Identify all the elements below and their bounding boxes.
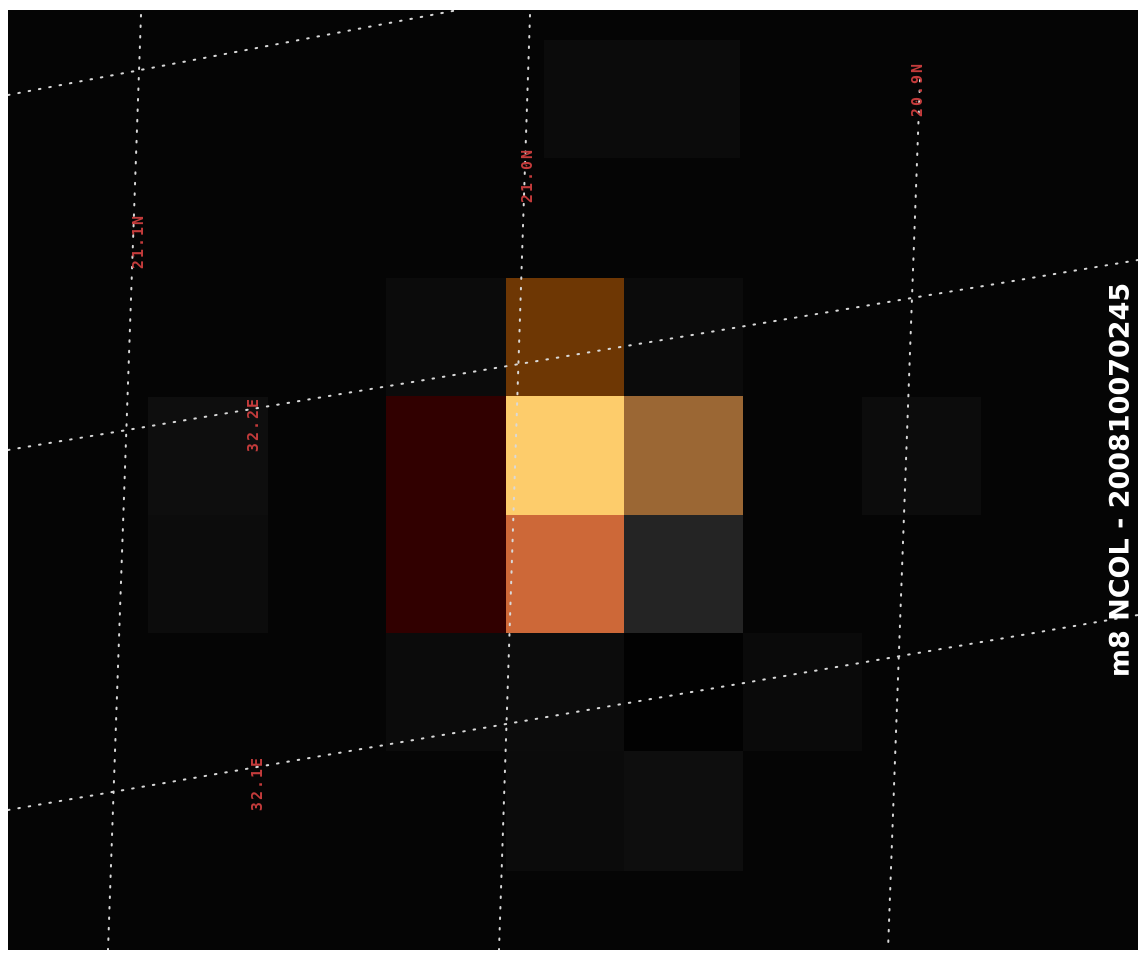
- lat-line-20-9n: [887, 79, 921, 950]
- lon-line-top: [8, 10, 459, 96]
- data-pixel-17: [506, 751, 624, 871]
- lat-line-21-1n: [107, 14, 142, 950]
- data-pixel-4: [506, 278, 624, 396]
- lon-label-32-2e: 32.2E: [244, 396, 263, 453]
- data-pixel-13: [386, 633, 506, 751]
- coordinate-grid: [8, 10, 1138, 950]
- data-pixel-2: [148, 515, 268, 633]
- lon-line-32-2e: [8, 259, 1138, 451]
- data-pixel-5: [624, 278, 743, 396]
- lat-label-20-9n: 20.9N: [908, 61, 927, 118]
- lon-line-32-1e: [8, 614, 1138, 811]
- product-title: m8 NCOL - 200810070245: [1104, 282, 1136, 678]
- data-pixel-18: [624, 751, 743, 871]
- data-pixel-10: [386, 515, 506, 633]
- data-pixel-7: [506, 396, 624, 515]
- data-pixel-9: [862, 397, 981, 515]
- data-pixel-3: [386, 278, 506, 396]
- data-pixel-16: [743, 633, 862, 751]
- lat-label-21-0n: 21.0N: [518, 147, 537, 204]
- lon-label-32-1e: 32.1E: [248, 755, 267, 812]
- data-pixel-14: [506, 633, 624, 751]
- data-pixel-12: [624, 515, 743, 633]
- data-pixel-1: [148, 397, 268, 515]
- lat-label-21-1n: 21.1N: [129, 213, 148, 270]
- data-pixel-11: [506, 515, 624, 633]
- data-pixel-15: [624, 633, 743, 751]
- pixel-grid: [148, 40, 981, 871]
- data-pixel-0: [544, 40, 740, 158]
- satellite-image-frame: 21.1N 21.0N 20.9N 32.2E 32.1E m8 NCOL - …: [8, 10, 1138, 950]
- data-pixel-8: [624, 396, 743, 515]
- data-pixel-6: [386, 396, 506, 515]
- pixel-map: [8, 10, 1138, 950]
